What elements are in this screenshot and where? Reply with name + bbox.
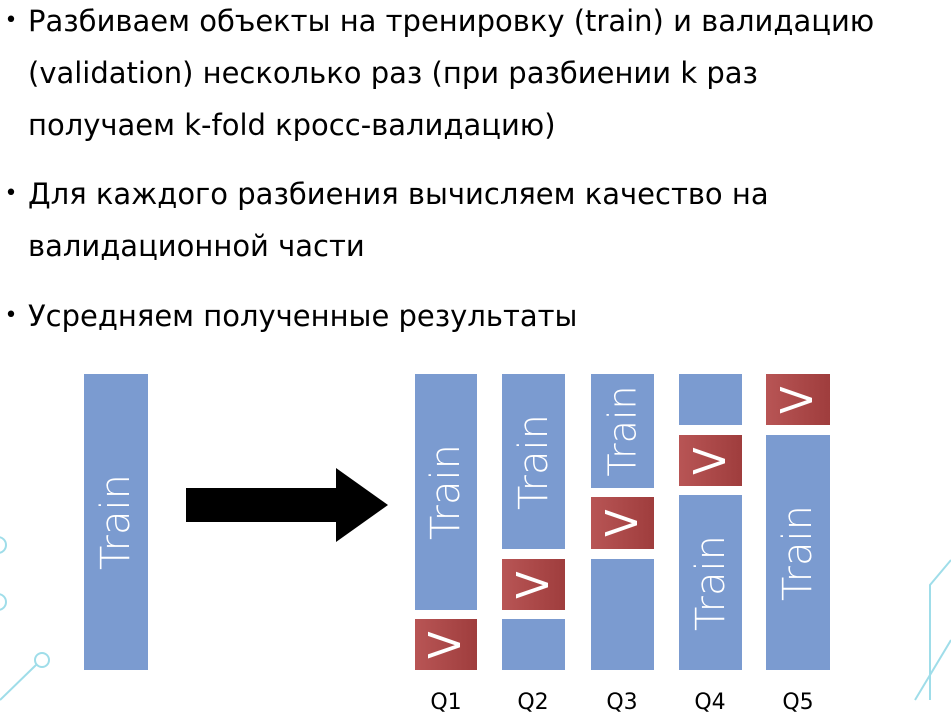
q2-validation-bar: V [502, 559, 565, 610]
bullet-1-line-1: Разбиваем объекты на тренировку (train) … [28, 4, 875, 38]
q3-validation-label: V [597, 509, 648, 537]
bullet-2: • Для каждого разбиения вычисляем качест… [0, 168, 769, 272]
q5-train-bar: Train [766, 435, 830, 670]
q1-validation-bar: V [415, 619, 477, 670]
fold-label-q4: Q4 [694, 690, 726, 715]
arrow-right-icon [186, 468, 388, 542]
q1-train-bar: Train [415, 374, 477, 610]
bullet-3: • Усредняем полученные результаты [0, 290, 578, 342]
bullet-3-line-1: Усредняем полученные результаты [28, 299, 578, 333]
q2-validation-label: V [508, 570, 559, 599]
q5-validation-label: V [772, 385, 824, 414]
q3-train-label: Train [600, 385, 645, 477]
bullet-1-line-3: получаем k-fold кросс-валидацию) [28, 108, 556, 142]
q1-train-label: Train [423, 444, 470, 540]
fold-label-q5: Q5 [782, 690, 814, 715]
q4-train-bar-bottom: Train [679, 495, 742, 670]
q4-validation-bar: V [679, 435, 742, 486]
bullet-2-line-2: валидационной части [28, 229, 365, 263]
fold-label-q1: Q1 [430, 690, 462, 715]
bullet-1-line-2: (validation) несколько раз (при разбиени… [28, 56, 758, 90]
fold-label-q3: Q3 [606, 690, 638, 715]
full-train-bar: Train [84, 374, 148, 670]
q3-validation-bar: V [591, 497, 654, 549]
q2-train-label: Train [510, 413, 557, 510]
bullet-dot: • [4, 181, 18, 206]
q5-train-label: Train [775, 504, 822, 601]
q2-train-bar-top: Train [502, 374, 565, 549]
q1-validation-label: V [420, 630, 472, 659]
q4-train-label: Train [687, 534, 734, 631]
q5-validation-bar: V [766, 374, 830, 425]
bullet-1: • Разбиваем объекты на тренировку (train… [0, 0, 875, 151]
q2-train-bar-bottom [502, 619, 565, 670]
fold-label-q2: Q2 [517, 690, 549, 715]
q3-train-bar-top: Train [591, 374, 654, 488]
full-train-label: Train [93, 474, 140, 570]
bullet-dot: • [4, 303, 18, 328]
bullet-dot: • [4, 8, 18, 33]
q4-train-bar-top [679, 374, 742, 425]
bullet-2-line-1: Для каждого разбиения вычисляем качество… [28, 177, 769, 211]
q4-validation-label: V [685, 446, 736, 475]
q3-train-bar-bottom [591, 559, 654, 670]
